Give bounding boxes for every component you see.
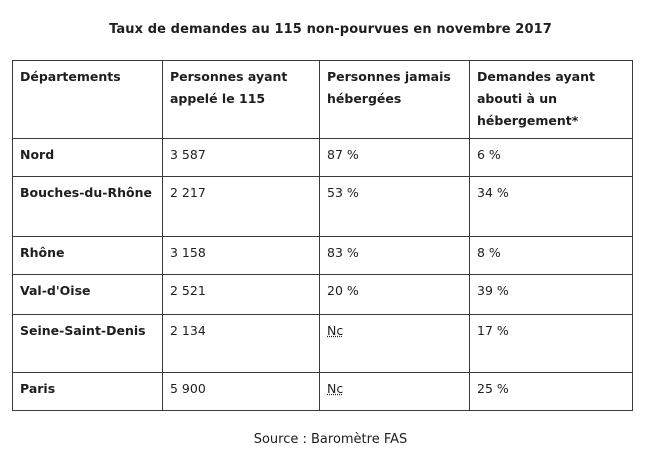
cell-appels: 3 158 [162, 236, 320, 275]
cell-departement: Bouches-du-Rhône [12, 176, 163, 237]
cell-hebergement: 8 % [469, 236, 633, 275]
cell-appels: 2 521 [162, 274, 320, 315]
table-row: Bouches-du-Rhône 2 217 53 % 34 % [12, 176, 633, 237]
cell-value-nc: Nc [327, 323, 344, 338]
cell-departement: Seine-Saint-Denis [12, 314, 163, 373]
data-table: Départements Personnes ayant appelé le 1… [12, 60, 633, 411]
cell-hebergement: 39 % [469, 274, 633, 315]
cell-departement: Val-d'Oise [12, 274, 163, 315]
header-demandes-abouti: Demandes ayant abouti à un hébergement* [469, 60, 633, 139]
cell-value-nc: Nc [327, 381, 344, 396]
table-row: Val-d'Oise 2 521 20 % 39 % [12, 274, 633, 315]
table-row: Nord 3 587 87 % 6 % [12, 138, 633, 177]
header-personnes-jamais-hebergees: Personnes jamais hébergées [319, 60, 470, 139]
cell-appels: 2 134 [162, 314, 320, 373]
cell-hebergement: 6 % [469, 138, 633, 177]
table-row: Rhône 3 158 83 % 8 % [12, 236, 633, 275]
cell-appels: 5 900 [162, 372, 320, 411]
cell-departement: Rhône [12, 236, 163, 275]
table-row: Seine-Saint-Denis 2 134 Nc 17 % [12, 314, 633, 373]
cell-appels: 3 587 [162, 138, 320, 177]
cell-hebergement: 25 % [469, 372, 633, 411]
header-personnes-appele: Personnes ayant appelé le 115 [162, 60, 320, 139]
cell-jamais-hebergees: 83 % [319, 236, 470, 275]
cell-jamais-hebergees: Nc [319, 314, 470, 373]
cell-jamais-hebergees: Nc [319, 372, 470, 411]
cell-jamais-hebergees: 87 % [319, 138, 470, 177]
table-row: Paris 5 900 Nc 25 % [12, 372, 633, 411]
source-caption: Source : Baromètre FAS [253, 432, 408, 447]
header-departements: Départements [12, 60, 163, 139]
cell-departement: Nord [12, 138, 163, 177]
cell-departement: Paris [12, 372, 163, 411]
cell-jamais-hebergees: 20 % [319, 274, 470, 315]
table-header-row: Départements Personnes ayant appelé le 1… [12, 60, 633, 139]
document-title: Taux de demandes au 115 non-pourvues en … [109, 22, 552, 37]
cell-jamais-hebergees: 53 % [319, 176, 470, 237]
cell-hebergement: 34 % [469, 176, 633, 237]
cell-appels: 2 217 [162, 176, 320, 237]
cell-hebergement: 17 % [469, 314, 633, 373]
